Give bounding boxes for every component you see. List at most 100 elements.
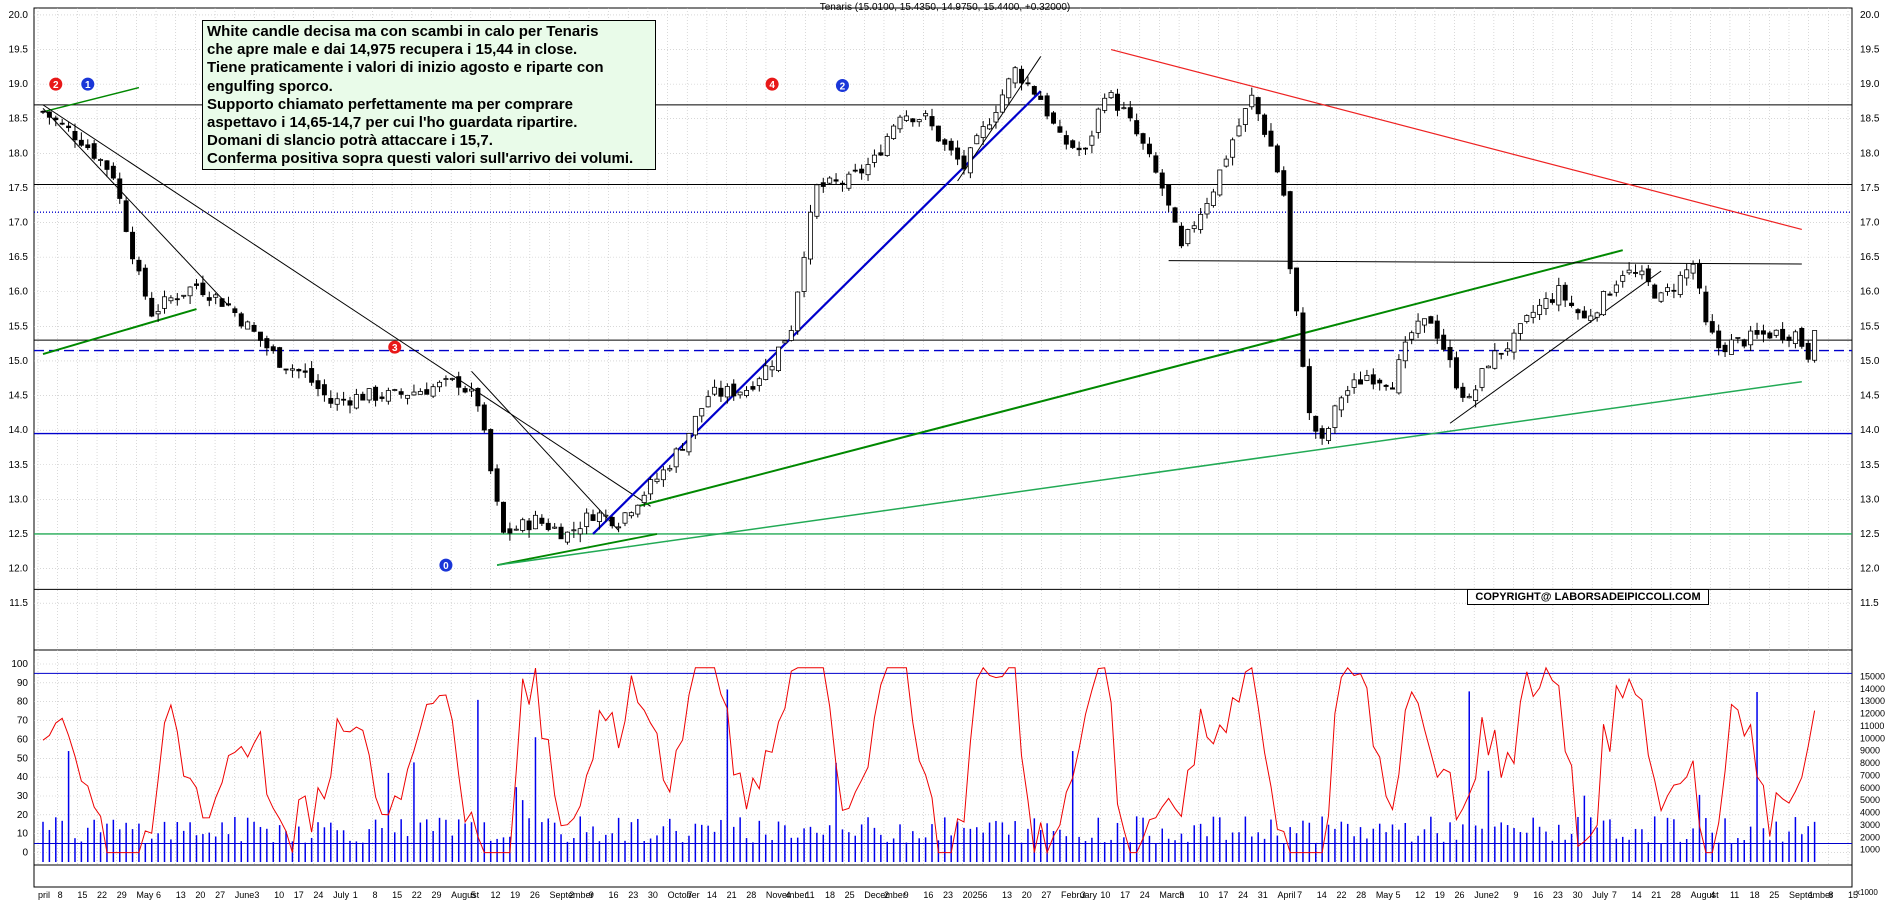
candle-body xyxy=(1549,299,1555,303)
candle-body xyxy=(1792,331,1798,344)
candle-body xyxy=(648,479,654,495)
candle-body xyxy=(744,390,750,396)
x-tick-label: 15 xyxy=(77,890,87,900)
trendline-black xyxy=(42,108,229,306)
candle-body xyxy=(405,394,411,399)
x-tick-label: 4 xyxy=(786,890,791,900)
wave-marker-label: 1 xyxy=(85,80,91,91)
volume-tick-label: 14000 xyxy=(1860,684,1885,694)
x-tick-label: 16 xyxy=(609,890,619,900)
candle-body xyxy=(1613,284,1619,293)
candle-body xyxy=(1460,386,1466,398)
candle-body xyxy=(769,366,775,371)
candle-body xyxy=(1313,415,1319,432)
candle-body xyxy=(1530,311,1536,318)
volume-tick-label: 6000 xyxy=(1860,783,1880,793)
candle-body xyxy=(219,298,225,307)
y-tick-label-left: 16.5 xyxy=(9,252,29,263)
x-tick-label: 10 xyxy=(1100,890,1110,900)
x-tick-label: 4 xyxy=(1710,890,1715,900)
candle-body xyxy=(385,390,391,402)
candle-body xyxy=(577,528,583,535)
x-tick-label: February xyxy=(1061,890,1098,900)
candle-body xyxy=(1377,379,1383,384)
candle-body xyxy=(1812,330,1818,361)
candle-body xyxy=(488,429,494,472)
candle-body xyxy=(1473,389,1479,401)
candle-body xyxy=(1166,184,1172,206)
candle-body xyxy=(673,448,679,468)
candle-body xyxy=(1249,94,1255,108)
candle-body xyxy=(1172,207,1178,223)
candle-body xyxy=(718,387,724,397)
y-tick-label-right: 13.5 xyxy=(1860,460,1880,471)
candle-body xyxy=(277,347,283,368)
candle-body xyxy=(667,468,673,471)
candle-body xyxy=(763,365,769,380)
candle-body xyxy=(731,383,737,397)
candle-body xyxy=(1479,368,1485,388)
candle-body xyxy=(974,135,980,145)
candle-body xyxy=(1505,348,1511,352)
candle-body xyxy=(1262,114,1268,135)
x-tick-label: 8 xyxy=(1828,890,1833,900)
y-tick-label-left: 13.5 xyxy=(9,460,29,471)
y-tick-label-left: 15.5 xyxy=(9,321,29,332)
candle-body xyxy=(1268,130,1274,147)
volume-tick-label: 4000 xyxy=(1860,808,1880,818)
candle-body xyxy=(942,139,948,145)
wave-marker xyxy=(439,558,453,572)
candle-body xyxy=(1108,92,1114,99)
note-line: Conferma positiva sopra questi valori su… xyxy=(207,150,634,168)
x-tick-label: 28 xyxy=(1671,890,1681,900)
candle-body xyxy=(1537,304,1543,315)
candle-body xyxy=(245,321,251,330)
x-tick-label: 26 xyxy=(1455,890,1465,900)
candle-body xyxy=(1709,321,1715,333)
note-line: Tiene praticamente i valori di inizio ag… xyxy=(207,59,604,77)
candle-body xyxy=(1294,267,1300,312)
candle-body xyxy=(692,415,698,436)
candle-body xyxy=(795,291,801,332)
candle-body xyxy=(238,313,244,327)
analysis-note: White candle decisa ma con scambi in cal… xyxy=(202,20,656,170)
y-tick-label-left: 15.0 xyxy=(9,356,29,367)
candle-body xyxy=(1006,78,1012,99)
candle-body xyxy=(1760,330,1766,335)
candle-body xyxy=(1070,140,1076,148)
candle-body xyxy=(910,118,916,123)
candle-body xyxy=(162,296,167,309)
candle-body xyxy=(379,396,385,399)
candle-body xyxy=(520,519,526,531)
candle-body xyxy=(1095,108,1101,133)
y-tick-label-left: 17.0 xyxy=(9,218,29,229)
x-tick-label: 3 xyxy=(1179,890,1184,900)
note-line: White candle decisa ma con scambi in cal… xyxy=(207,23,599,40)
trend-lines xyxy=(42,48,1802,566)
x-tick-label: 1 xyxy=(353,890,358,900)
x-tick-label: 2 xyxy=(569,890,574,900)
candle-body xyxy=(865,164,871,176)
x-tick-label: 14 xyxy=(1632,890,1642,900)
candle-body xyxy=(1569,302,1575,306)
candle-body xyxy=(257,331,263,341)
x-tick-label: June xyxy=(1474,890,1494,900)
candle-body xyxy=(999,94,1005,113)
x-tick-label: 16 xyxy=(923,890,933,900)
x-tick-label: 30 xyxy=(648,890,658,900)
candle-body xyxy=(168,297,174,302)
x-tick-label: 30 xyxy=(1573,890,1583,900)
candle-body xyxy=(1453,357,1459,389)
candle-body xyxy=(1767,332,1773,339)
candle-body xyxy=(225,303,231,306)
trendline-black xyxy=(1168,260,1802,265)
candle-body xyxy=(1735,337,1741,339)
x-tick-label: 18 xyxy=(1750,890,1760,900)
candle-body xyxy=(616,526,622,529)
osc-tick-label: 80 xyxy=(17,697,29,708)
x-tick-label: 9 xyxy=(904,890,909,900)
candle-body xyxy=(360,393,366,401)
candle-body xyxy=(149,297,155,317)
volume-tick-label: 12000 xyxy=(1860,709,1885,719)
candle-body xyxy=(366,388,372,401)
